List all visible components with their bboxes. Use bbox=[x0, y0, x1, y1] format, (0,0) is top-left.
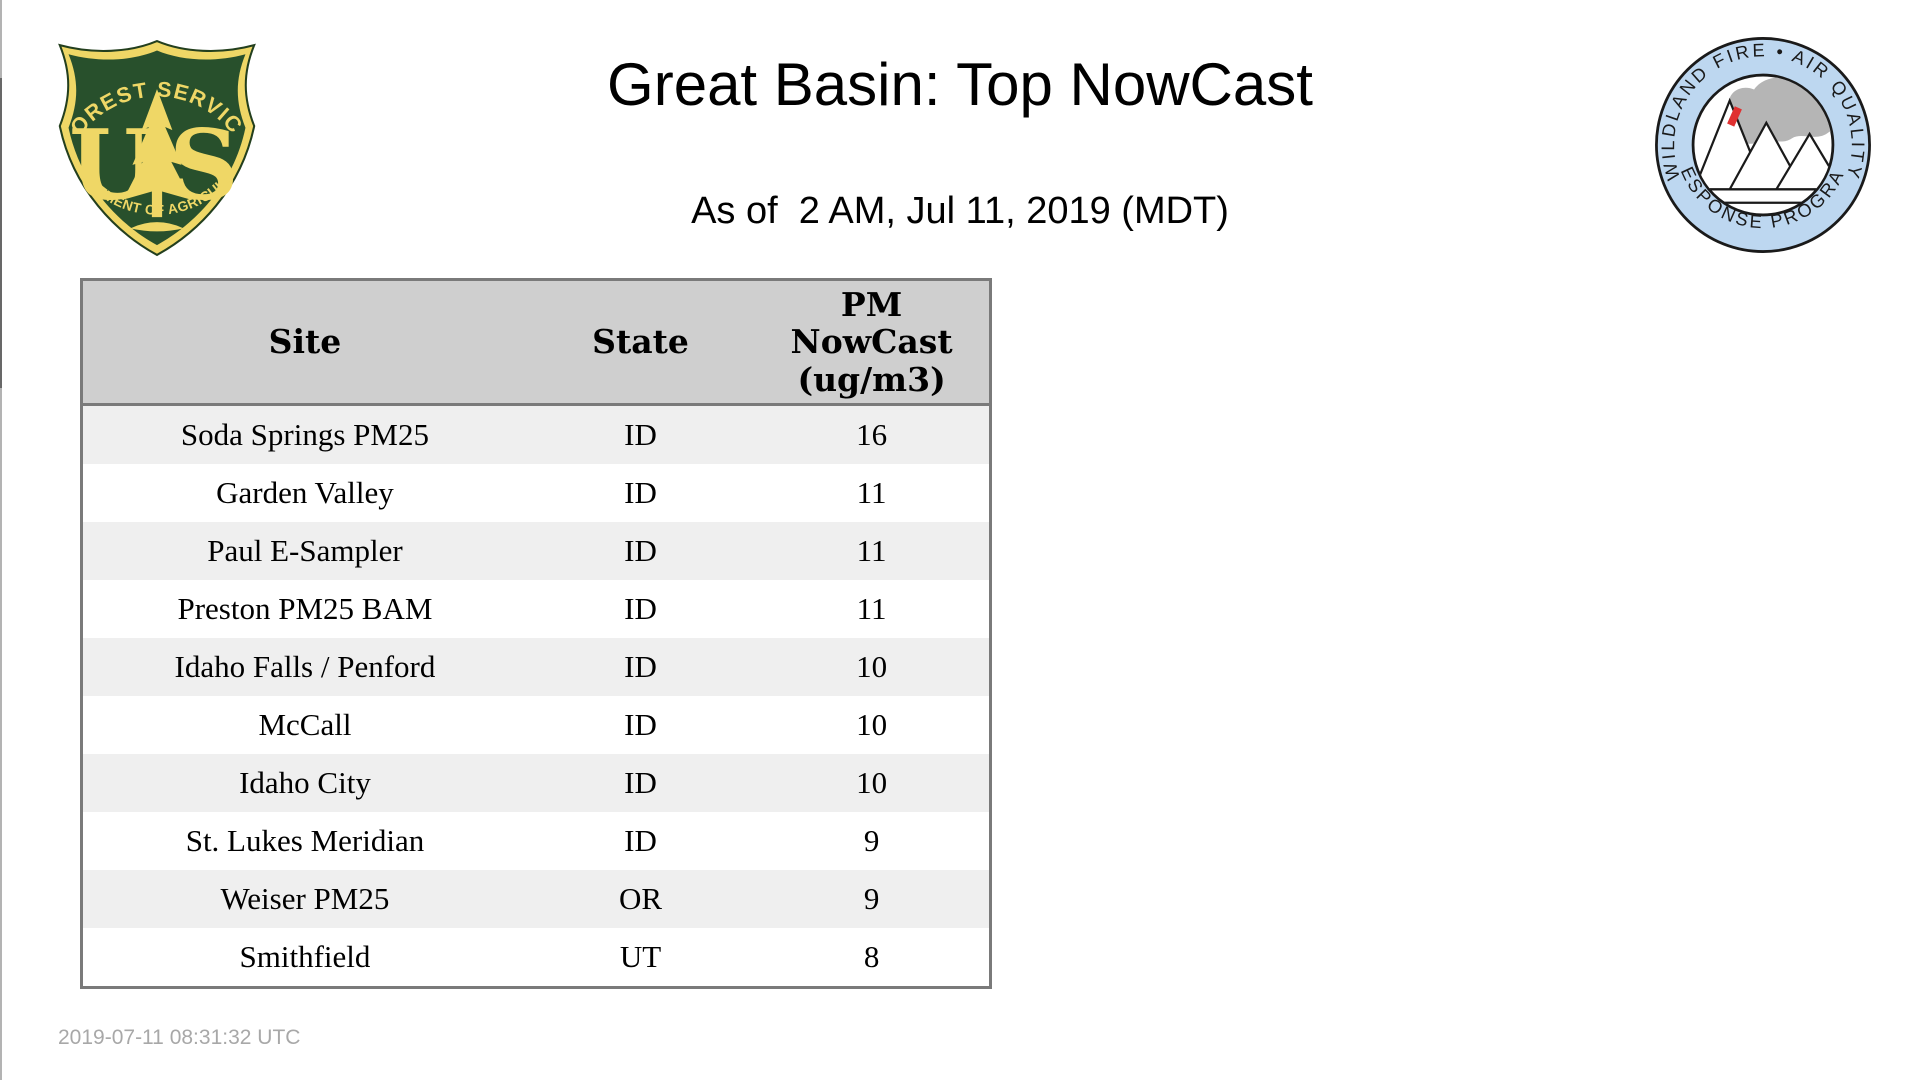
state-cell: ID bbox=[624, 823, 657, 858]
pm-nowcast-cell: 9 bbox=[863, 823, 880, 858]
left-edge-scrollbar-track bbox=[0, 0, 2, 1080]
state-cell: OR bbox=[618, 881, 663, 916]
site-cell: Idaho Falls / Penford bbox=[174, 649, 436, 684]
site-cell: Paul E-Sampler bbox=[207, 533, 403, 568]
state-cell: UT bbox=[619, 939, 662, 974]
forest-service-shield-icon: FOREST SERVICE U S DEPARTMENT OF AGRICUL… bbox=[47, 19, 256, 257]
fire-marker bbox=[1727, 106, 1742, 127]
site-cell: McCall bbox=[258, 707, 352, 742]
table-row: McCall ID 10 bbox=[81, 696, 991, 754]
generated-utc-timestamp: 2019-07-11 08:31:32 UTC bbox=[58, 1026, 301, 1049]
table-row: Preston PM25 BAM ID 11 bbox=[81, 580, 991, 638]
table-row: Soda Springs PM25 ID 16 bbox=[81, 404, 991, 464]
pm-nowcast-cell: 10 bbox=[856, 707, 888, 742]
table-row: Garden Valley ID 11 bbox=[81, 464, 991, 522]
pine-tree-base bbox=[130, 222, 184, 232]
table-body: Soda Springs PM25 ID 16 Garden Valley ID… bbox=[81, 404, 991, 988]
site-cell: Soda Springs PM25 bbox=[180, 417, 429, 452]
pm-nowcast-cell: 8 bbox=[863, 939, 880, 974]
site-cell: Preston PM25 BAM bbox=[177, 591, 433, 626]
state-cell: ID bbox=[624, 591, 657, 626]
state-cell: ID bbox=[624, 765, 657, 800]
pm-nowcast-cell: 9 bbox=[863, 881, 880, 916]
site-cell: Weiser PM25 bbox=[220, 881, 390, 916]
pm-nowcast-cell: 11 bbox=[856, 591, 887, 626]
column-header-state: State bbox=[526, 279, 755, 406]
table-header-row: Site State PM NowCast (ug/m3) bbox=[81, 279, 991, 406]
table-row: Idaho Falls / Penford ID 10 bbox=[81, 638, 991, 696]
column-header-site: Site bbox=[81, 279, 527, 406]
wfaqrp-badge-icon: WILDLAND FIRE • AIR QUALITY RESPONSE PRO… bbox=[1643, 17, 1871, 253]
table-row: Weiser PM25 OR 9 bbox=[81, 870, 991, 928]
table-row: St. Lukes Meridian ID 9 bbox=[81, 812, 991, 870]
nowcast-table-container: Site State PM NowCast (ug/m3) Soda Sprin… bbox=[80, 278, 992, 989]
pm-nowcast-cell: 10 bbox=[856, 649, 888, 684]
nowcast-table: Site State PM NowCast (ug/m3) Soda Sprin… bbox=[80, 278, 992, 989]
state-cell: ID bbox=[624, 475, 657, 510]
site-cell: Garden Valley bbox=[216, 475, 394, 510]
page-title: Great Basin: Top NowCast bbox=[607, 51, 1313, 118]
report-asof-subtitle: As of 2 AM, Jul 11, 2019 (MDT) bbox=[691, 190, 1229, 232]
shield-letter-s: S bbox=[169, 109, 238, 222]
pine-tree-icon bbox=[123, 89, 191, 218]
state-cell: ID bbox=[624, 707, 657, 742]
table-row: Idaho City ID 10 bbox=[81, 754, 991, 812]
pm-nowcast-cell: 11 bbox=[856, 475, 887, 510]
forest-service-logo: FOREST SERVICE U S DEPARTMENT OF AGRICUL… bbox=[47, 19, 260, 258]
column-header-pm-nowcast: PM NowCast (ug/m3) bbox=[754, 279, 991, 406]
site-cell: Idaho City bbox=[239, 765, 371, 800]
shield-letter-u: U bbox=[69, 109, 153, 222]
pm-nowcast-cell: 11 bbox=[856, 533, 887, 568]
state-cell: ID bbox=[624, 533, 657, 568]
table-row: Smithfield UT 8 bbox=[81, 928, 991, 988]
wfaqrp-logo: WILDLAND FIRE • AIR QUALITY RESPONSE PRO… bbox=[1643, 17, 1874, 256]
site-cell: Smithfield bbox=[239, 939, 371, 974]
site-cell: St. Lukes Meridian bbox=[185, 823, 425, 858]
state-cell: ID bbox=[624, 417, 657, 452]
left-edge-scrollbar-thumb[interactable] bbox=[0, 78, 2, 388]
pm-nowcast-cell: 16 bbox=[856, 417, 888, 452]
pm-nowcast-cell: 10 bbox=[856, 765, 888, 800]
table-row: Paul E-Sampler ID 11 bbox=[81, 522, 991, 580]
state-cell: ID bbox=[624, 649, 657, 684]
